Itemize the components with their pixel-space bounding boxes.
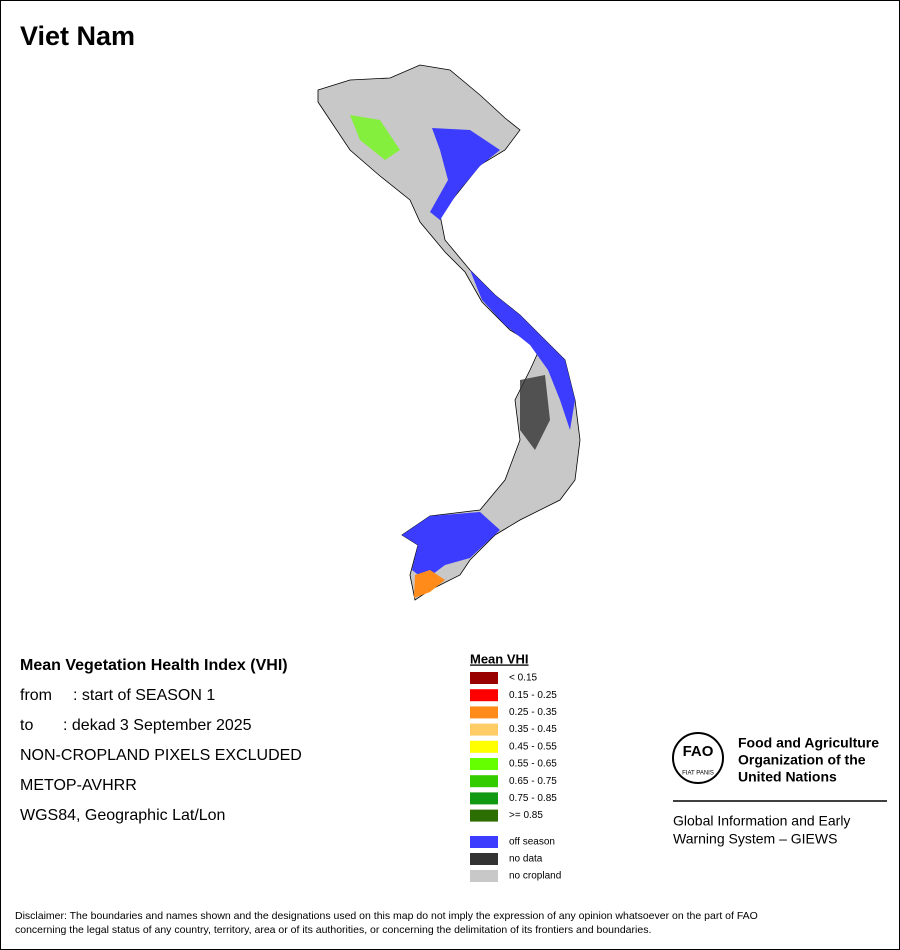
info-block: from : start of SEASON 1 to : dekad 3 Septe…	[20, 687, 302, 824]
green-area	[350, 115, 400, 160]
info-value: WGS84, Geographic Lat/Lon	[20, 807, 225, 824]
legend-swatch	[470, 809, 498, 822]
system-name: Warning System – GIEWS	[673, 831, 837, 847]
legend: < 0.15 0.15 - 0.25 0.25 - 0.35 0.35 - 0.45 0…	[470, 672, 561, 882]
legend-swatch	[470, 672, 498, 684]
info-value: NON-CROPLAND PIXELS EXCLUDED	[20, 747, 302, 764]
legend-label: 0.15 - 0.25	[509, 690, 557, 701]
legend-label: 0.45 - 0.55	[509, 741, 557, 752]
legend-swatch	[470, 775, 498, 788]
legend-swatch	[470, 792, 498, 805]
no-data-area	[520, 375, 550, 450]
emblem-motto: FIAT PANIS	[682, 771, 714, 777]
disclaimer-line: Disclaimer: The boundaries and names sho…	[15, 910, 758, 922]
legend-swatch	[470, 870, 498, 882]
legend-label: no data	[509, 854, 543, 865]
organization-name: Organization of the	[738, 752, 866, 768]
low-vhi-area	[414, 570, 445, 598]
legend-label: 0.25 - 0.35	[509, 707, 557, 718]
legend-title: Mean VHI	[470, 651, 529, 666]
legend-label: 0.65 - 0.75	[509, 776, 557, 787]
disclaimer: Disclaimer: The boundaries and names sho…	[15, 910, 758, 936]
emblem-text: FAO	[683, 743, 714, 760]
info-heading: Mean Vegetation Health Index (VHI)	[20, 657, 288, 674]
legend-swatch	[470, 723, 498, 736]
legend-label: 0.35 - 0.45	[509, 724, 557, 735]
map-title: Viet Nam	[20, 21, 135, 51]
legend-swatch	[470, 836, 498, 848]
country-shape	[317, 64, 581, 601]
info-label: from	[20, 687, 52, 704]
off-season-coast	[470, 270, 575, 430]
legend-swatch	[470, 853, 498, 865]
country-map	[317, 64, 581, 601]
organization-name: United Nations	[738, 769, 837, 785]
legend-swatch	[470, 689, 498, 702]
fao-logo: FAO FIAT PANIS	[672, 732, 887, 802]
legend-label: no cropland	[509, 871, 561, 882]
emblem-ring	[672, 732, 724, 784]
info-value: : dekad 3 September 2025	[63, 717, 252, 734]
organization-name: Food and Agriculture	[738, 735, 879, 751]
legend-label: < 0.15	[509, 673, 538, 684]
info-value: METOP-AVHRR	[20, 777, 137, 794]
legend-swatch	[470, 740, 498, 753]
system-name: Global Information and Early	[673, 813, 850, 829]
legend-label: 0.55 - 0.65	[509, 759, 557, 770]
disclaimer-line: concerning the legal status of any count…	[15, 924, 651, 936]
legend-label: off season	[509, 837, 555, 848]
legend-swatch	[470, 758, 498, 770]
legend-swatch	[470, 706, 498, 719]
off-season-south	[402, 512, 500, 580]
legend-label: >= 0.85	[509, 810, 543, 821]
off-season-north	[430, 128, 500, 220]
legend-label: 0.75 - 0.85	[509, 793, 557, 804]
info-value: : start of SEASON 1	[73, 687, 215, 704]
info-label: to	[20, 717, 33, 734]
